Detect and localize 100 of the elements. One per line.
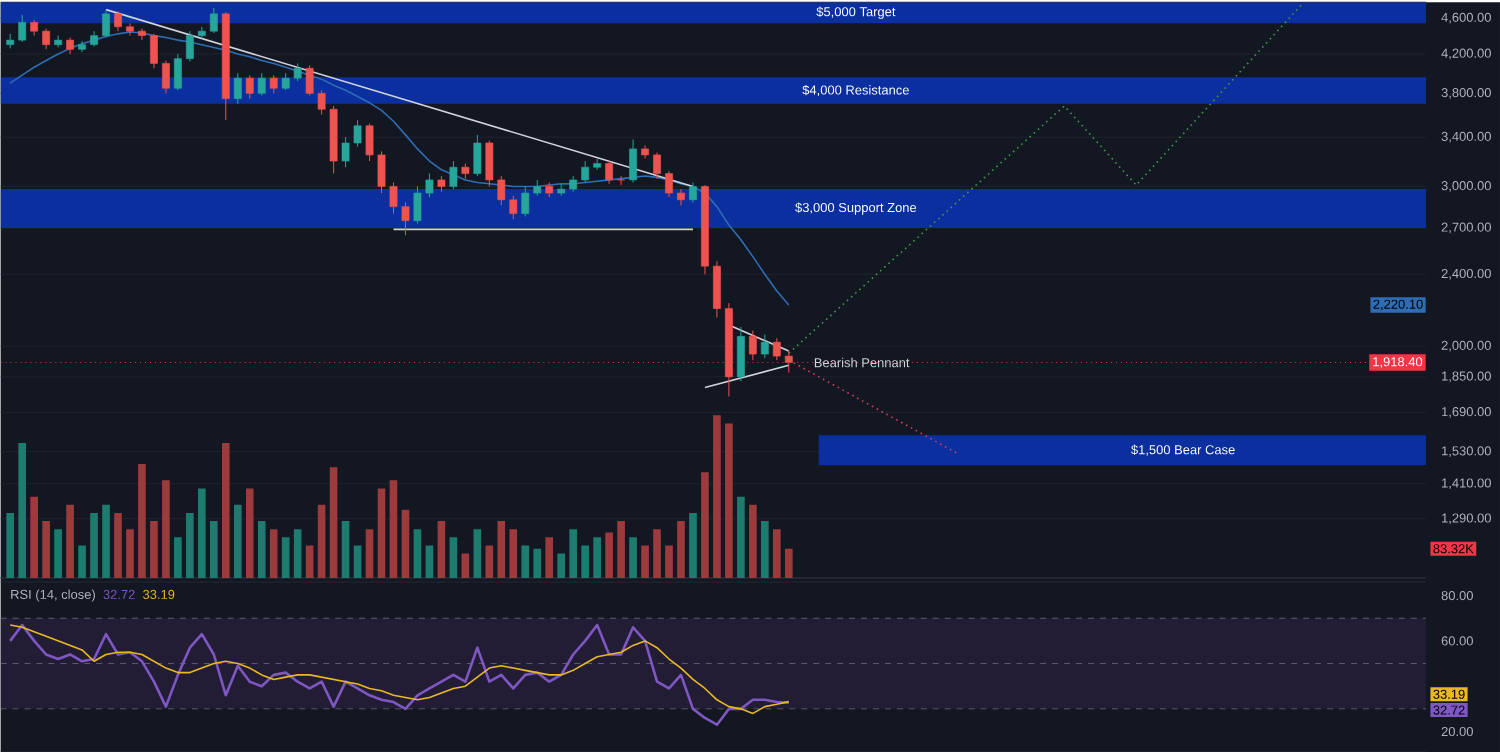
bar bbox=[305, 545, 314, 578]
bar bbox=[221, 442, 230, 578]
bar bbox=[186, 512, 194, 578]
candlestick bbox=[257, 72, 266, 96]
bar bbox=[772, 529, 781, 578]
bar bbox=[413, 529, 422, 578]
candlestick bbox=[617, 175, 625, 186]
bar bbox=[437, 520, 446, 578]
line-series bbox=[788, 2, 1305, 354]
bar bbox=[66, 504, 74, 578]
candlestick bbox=[748, 330, 757, 361]
candlestick bbox=[245, 74, 254, 99]
bar bbox=[629, 537, 637, 578]
candlestick bbox=[233, 72, 242, 105]
bar bbox=[641, 545, 649, 578]
bar bbox=[198, 488, 206, 578]
bar bbox=[245, 488, 254, 578]
bar bbox=[317, 504, 326, 578]
bar bbox=[102, 504, 110, 578]
bar bbox=[233, 504, 242, 578]
bar bbox=[6, 512, 15, 578]
candlestick bbox=[185, 30, 194, 62]
candlestick bbox=[102, 8, 110, 38]
bar bbox=[126, 529, 134, 578]
bar bbox=[54, 529, 62, 578]
bar bbox=[138, 463, 146, 578]
bar bbox=[425, 545, 434, 578]
candlestick bbox=[736, 326, 745, 382]
bar bbox=[269, 529, 278, 578]
bar bbox=[725, 423, 733, 578]
bar bbox=[473, 529, 482, 578]
bar bbox=[461, 553, 470, 578]
candlestick bbox=[18, 14, 27, 43]
bar bbox=[605, 532, 613, 578]
bar bbox=[485, 545, 494, 578]
bar bbox=[281, 537, 290, 578]
bar bbox=[677, 520, 685, 578]
bar bbox=[749, 504, 757, 578]
bar bbox=[653, 529, 661, 578]
candlestick bbox=[269, 74, 278, 94]
bar bbox=[389, 480, 398, 578]
bar bbox=[377, 488, 386, 578]
bar bbox=[30, 496, 38, 578]
bar bbox=[701, 472, 709, 578]
candlestick bbox=[473, 134, 482, 177]
candlestick bbox=[629, 138, 637, 183]
candlestick bbox=[653, 151, 661, 179]
candlestick bbox=[449, 160, 458, 190]
bar bbox=[784, 548, 793, 578]
bar bbox=[114, 512, 122, 578]
bar bbox=[533, 548, 542, 578]
candlestick bbox=[665, 170, 673, 198]
bar bbox=[593, 537, 601, 578]
bar bbox=[257, 520, 266, 578]
bar bbox=[449, 537, 458, 578]
bar bbox=[713, 415, 721, 578]
bar bbox=[353, 545, 362, 578]
bar bbox=[569, 529, 578, 578]
candlestick bbox=[150, 33, 158, 69]
candlestick bbox=[581, 160, 590, 183]
candlestick bbox=[114, 10, 122, 32]
bar bbox=[545, 537, 554, 578]
candlestick bbox=[713, 260, 721, 318]
bar bbox=[737, 496, 745, 578]
candlestick bbox=[641, 144, 649, 159]
bar bbox=[365, 529, 374, 578]
bar bbox=[341, 520, 350, 578]
candlestick bbox=[772, 337, 781, 361]
bar bbox=[162, 480, 170, 578]
candlestick bbox=[174, 53, 182, 91]
bar bbox=[18, 442, 27, 578]
bar bbox=[617, 520, 625, 578]
bar bbox=[329, 467, 338, 578]
candlestick bbox=[42, 27, 51, 50]
bar bbox=[689, 512, 697, 578]
bar bbox=[665, 545, 673, 578]
candlestick bbox=[760, 333, 769, 359]
bar bbox=[401, 509, 410, 578]
bar bbox=[42, 520, 50, 578]
candlestick bbox=[784, 349, 793, 373]
candlestick bbox=[78, 40, 86, 53]
bar bbox=[293, 529, 302, 578]
bar bbox=[210, 520, 218, 578]
candlestick bbox=[126, 22, 134, 36]
bar bbox=[521, 545, 530, 578]
candlestick bbox=[593, 157, 602, 171]
bar bbox=[557, 553, 566, 578]
bar bbox=[78, 545, 86, 578]
candlestick bbox=[605, 160, 614, 185]
bar bbox=[174, 537, 182, 578]
bar bbox=[581, 545, 589, 578]
candlestick bbox=[162, 59, 170, 94]
bar bbox=[90, 512, 98, 578]
bar bbox=[497, 520, 506, 578]
bar bbox=[150, 520, 158, 578]
candlestick bbox=[689, 181, 697, 203]
bar bbox=[761, 520, 769, 578]
candlestick bbox=[209, 7, 218, 34]
candlestick bbox=[677, 188, 685, 206]
candlestick bbox=[138, 27, 146, 41]
